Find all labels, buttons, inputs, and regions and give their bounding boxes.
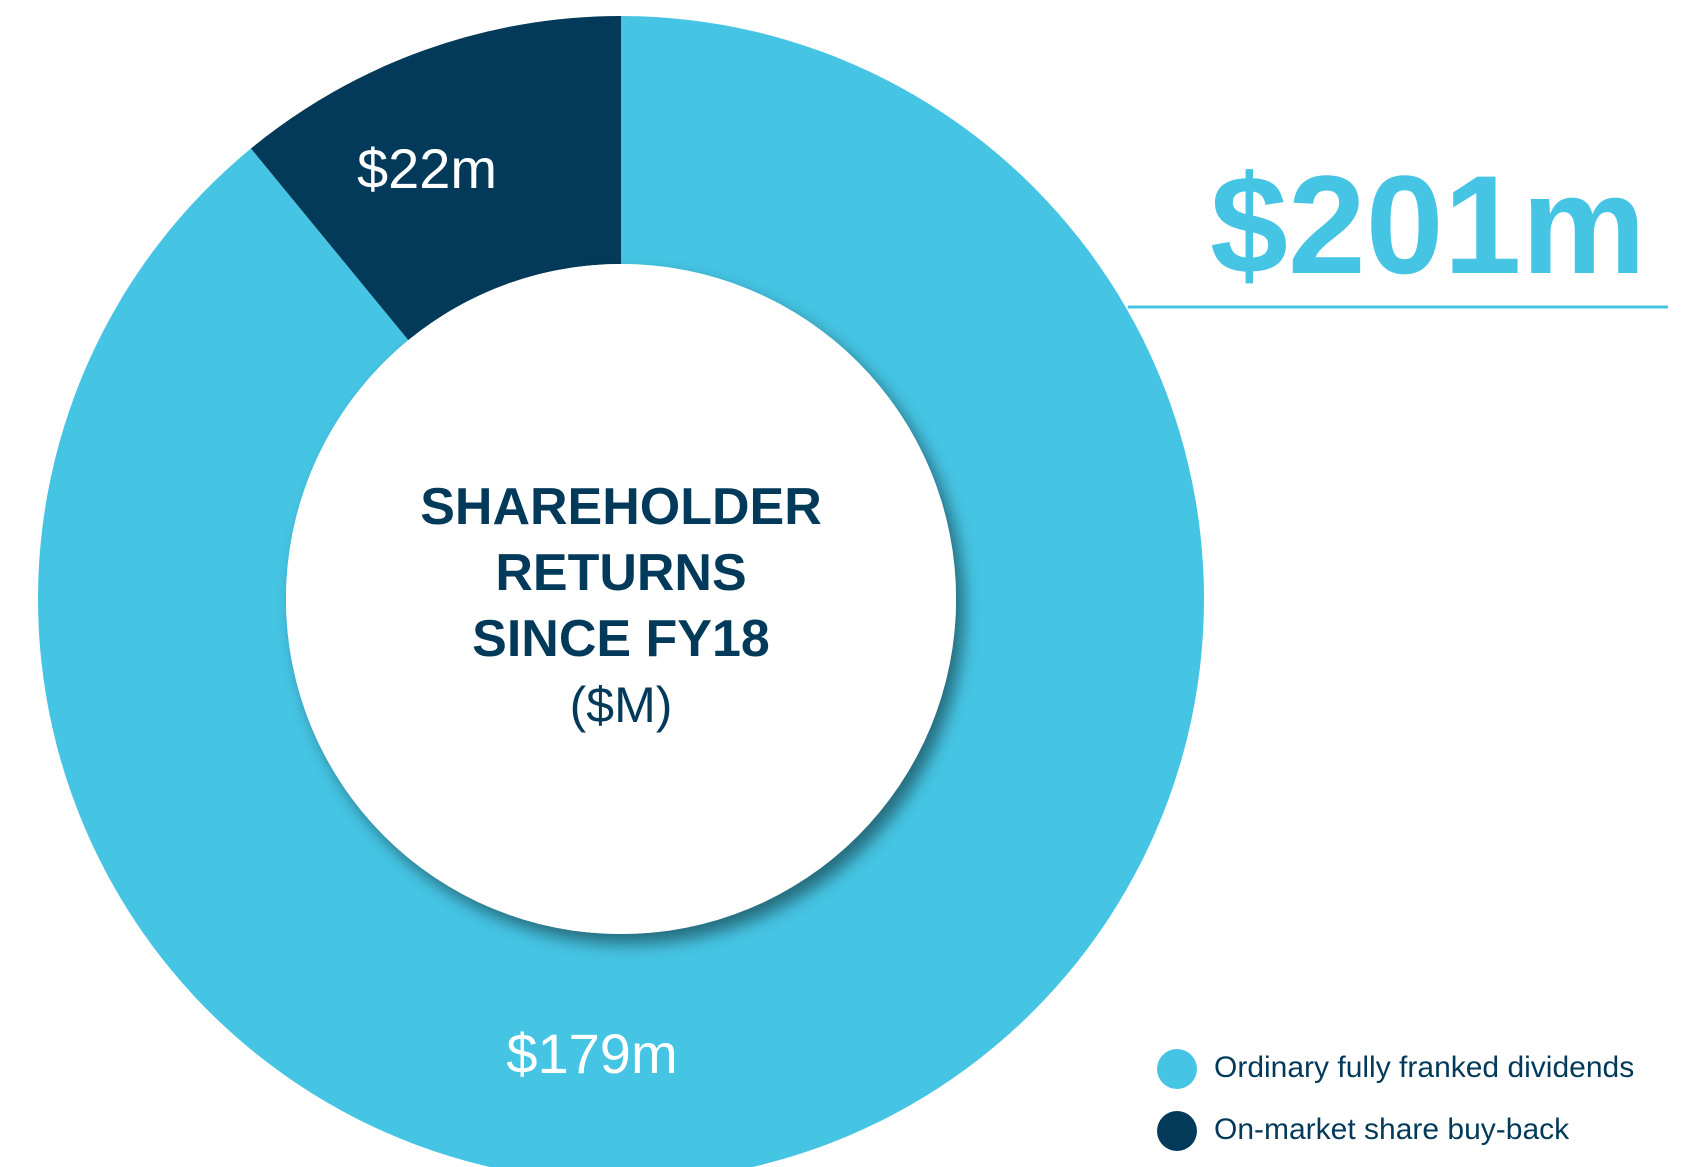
- chart-subtitle: ($M): [569, 677, 673, 733]
- chart-title: SHAREHOLDER RETURNS SINCE FY18: [420, 478, 822, 668]
- legend-label: Ordinary fully franked dividends: [1214, 1051, 1634, 1084]
- total-label: $201m: [1210, 146, 1646, 303]
- slice: [38, 16, 1204, 1167]
- legend-swatch: [1157, 1111, 1197, 1151]
- donut-hole: [286, 264, 956, 934]
- legend-swatch: [1157, 1049, 1197, 1089]
- legend-label: On-market share buy-back: [1214, 1113, 1570, 1146]
- value-label: $179m: [506, 1022, 677, 1085]
- value-label: $22m: [357, 137, 497, 200]
- slice: [250, 16, 621, 341]
- center-label: SHAREHOLDER RETURNS SINCE FY18 ($M): [420, 478, 822, 733]
- donut: [38, 16, 1204, 1167]
